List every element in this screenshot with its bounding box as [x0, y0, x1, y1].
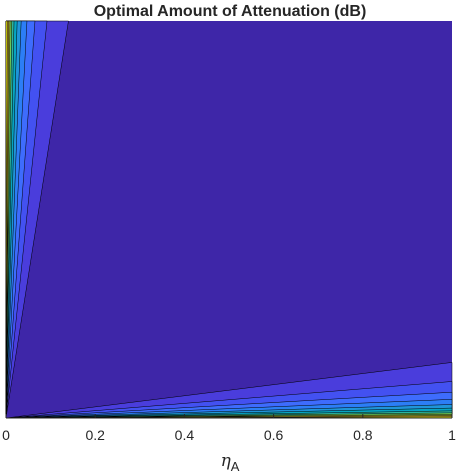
- chart-title: Optimal Amount of Attenuation (dB): [94, 3, 367, 20]
- x-tick-label: 0.6: [264, 427, 284, 443]
- x-tick-label: 0.2: [85, 427, 105, 443]
- plot-area: [5, 20, 453, 419]
- x-axis-label: ηA: [221, 451, 240, 474]
- x-tick-label: 0: [2, 427, 10, 443]
- contour-band-upper-0: [5, 20, 8, 419]
- x-tick-label: 0.8: [353, 427, 373, 443]
- x-tick-label: 0.4: [175, 427, 195, 443]
- x-axis-ticks: 0 0.2 0.4 0.6 0.8 1: [2, 414, 456, 443]
- x-tick-label: 1: [448, 427, 456, 443]
- x-axis-label-subscript: A: [231, 459, 240, 474]
- contour-background: [6, 21, 452, 418]
- x-axis-label-symbol: η: [221, 451, 232, 471]
